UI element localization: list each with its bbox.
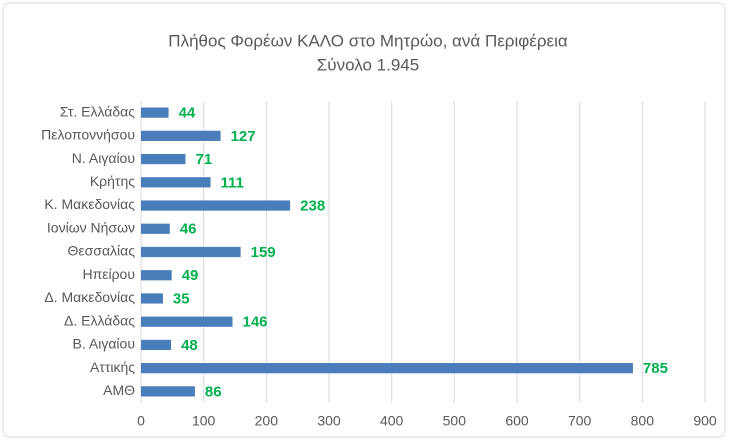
y-tick-label: Δ. Μακεδονίας bbox=[44, 289, 135, 305]
bar bbox=[141, 316, 233, 327]
x-tick-label: 400 bbox=[380, 413, 404, 429]
bar bbox=[141, 130, 221, 141]
x-tick-label: 500 bbox=[443, 413, 467, 429]
bar bbox=[141, 246, 241, 258]
data-label: 146 bbox=[242, 314, 267, 331]
y-tick-label: Θεσσαλίας bbox=[68, 243, 136, 259]
data-label: 127 bbox=[231, 128, 256, 145]
bar bbox=[141, 177, 211, 188]
y-tick-label: Δ. Ελλάδας bbox=[64, 312, 135, 328]
chart-subtitle: Σύνολο 1.945 bbox=[317, 55, 419, 74]
data-label: 111 bbox=[221, 174, 244, 191]
data-label: 238 bbox=[300, 198, 325, 215]
x-tick-label: 900 bbox=[693, 413, 717, 429]
x-tick-label: 100 bbox=[192, 413, 216, 429]
y-tick-label: ΑΜΘ bbox=[103, 382, 135, 398]
chart-title: Πλήθος Φορέων ΚΑΛΟ στο Μητρώο, ανά Περιφ… bbox=[168, 31, 568, 50]
y-tick-label: Ν. Αιγαίου bbox=[72, 150, 135, 166]
x-tick-label: 300 bbox=[317, 413, 341, 429]
bar bbox=[141, 223, 170, 234]
x-tick-label: 600 bbox=[505, 413, 529, 429]
x-tick-label: 0 bbox=[137, 413, 145, 429]
data-label: 44 bbox=[179, 105, 196, 122]
chart-frame bbox=[2, 2, 726, 438]
data-label: 71 bbox=[195, 151, 212, 168]
data-label: 785 bbox=[643, 360, 668, 377]
x-tick-label: 700 bbox=[568, 413, 592, 429]
y-tick-label: Αττικής bbox=[90, 359, 135, 375]
data-label: 86 bbox=[205, 383, 222, 400]
y-tick-label: Κρήτης bbox=[90, 173, 135, 189]
y-tick-label: Β. Αιγαίου bbox=[73, 336, 135, 352]
x-tick-label: 800 bbox=[631, 413, 655, 429]
data-label: 35 bbox=[173, 290, 190, 307]
data-label: 159 bbox=[251, 244, 276, 261]
y-tick-label: Ηπείρου bbox=[82, 266, 135, 282]
y-tick-label: Ιονίων Νήσων bbox=[47, 219, 135, 235]
bar bbox=[141, 386, 195, 397]
bar bbox=[141, 107, 169, 118]
y-tick-label: Κ. Μακεδονίας bbox=[44, 196, 135, 212]
bar bbox=[141, 153, 186, 165]
bar bbox=[141, 363, 633, 374]
data-label: 48 bbox=[181, 337, 198, 354]
bar bbox=[141, 339, 172, 351]
data-label: 46 bbox=[180, 221, 197, 238]
y-tick-label: Στ. Ελλάδας bbox=[60, 103, 135, 119]
bar bbox=[141, 293, 163, 304]
bar bbox=[141, 200, 291, 211]
data-label: 49 bbox=[182, 267, 199, 284]
x-tick-label: 200 bbox=[255, 413, 279, 429]
y-tick-label: Πελοποννήσου bbox=[41, 127, 135, 143]
bar bbox=[141, 270, 172, 281]
